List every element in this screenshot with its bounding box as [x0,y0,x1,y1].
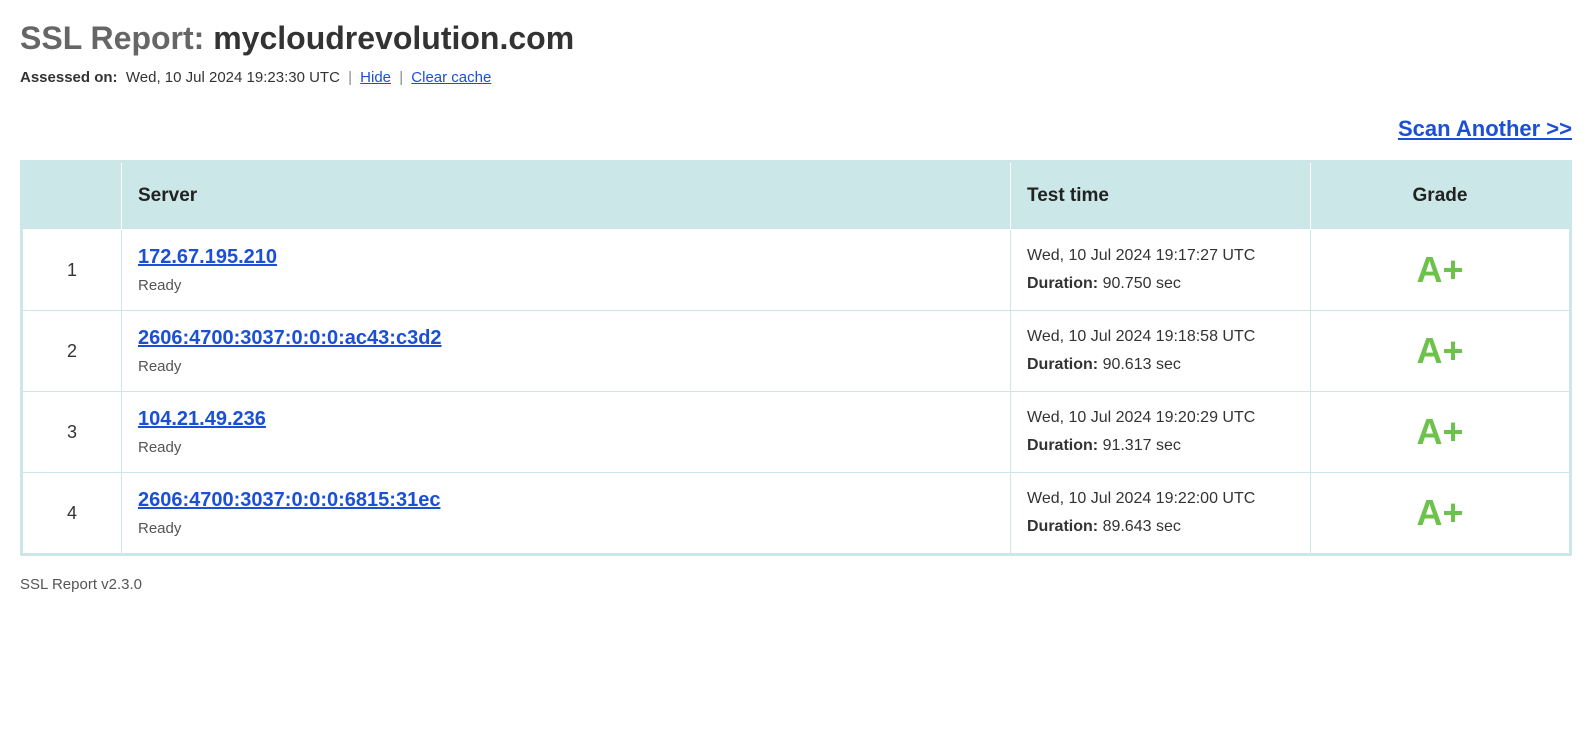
table-row: 4 2606:4700:3037:0:0:0:6815:31ec Ready Wed,… [22,473,1571,555]
duration-line: Duration: 89.643 sec [1027,518,1294,536]
grade-badge: A+ [1416,249,1463,290]
test-time-cell: Wed, 10 Jul 2024 19:20:29 UTC Duration: 9… [1011,392,1311,473]
server-link[interactable]: 104.21.49.236 [138,408,266,431]
grade-cell: A+ [1311,473,1571,555]
assessed-date: Wed, 10 Jul 2024 19:23:30 UTC [126,69,340,86]
grade-badge: A+ [1416,330,1463,371]
server-status: Ready [138,358,994,375]
test-time-cell: Wed, 10 Jul 2024 19:17:27 UTC Duration: 9… [1011,230,1311,311]
duration-label: Duration: [1027,356,1098,373]
test-time: Wed, 10 Jul 2024 19:18:58 UTC [1027,328,1294,346]
row-number: 4 [22,473,122,555]
col-header-test-time: Test time [1011,162,1311,230]
row-number: 2 [22,311,122,392]
separator: | [348,69,352,86]
server-cell: 104.21.49.236 Ready [122,392,1011,473]
table-row: 3 104.21.49.236 Ready Wed, 10 Jul 2024 19:2… [22,392,1571,473]
test-time-cell: Wed, 10 Jul 2024 19:18:58 UTC Duration: 9… [1011,311,1311,392]
server-link[interactable]: 2606:4700:3037:0:0:0:6815:31ec [138,489,440,512]
test-time-cell: Wed, 10 Jul 2024 19:22:00 UTC Duration: 8… [1011,473,1311,555]
footer-version: SSL Report v2.3.0 [20,576,1572,593]
col-header-server: Server [122,162,1011,230]
server-status: Ready [138,277,994,294]
scan-another-container: Scan Another >> [20,116,1572,142]
server-status: Ready [138,439,994,456]
table-header: Server Test time Grade [22,162,1571,230]
duration-value: 91.317 sec [1103,437,1181,454]
col-header-num [22,162,122,230]
col-header-grade: Grade [1311,162,1571,230]
server-cell: 2606:4700:3037:0:0:0:6815:31ec Ready [122,473,1011,555]
grade-cell: A+ [1311,230,1571,311]
duration-value: 89.643 sec [1103,518,1181,535]
server-status: Ready [138,520,994,537]
test-time: Wed, 10 Jul 2024 19:22:00 UTC [1027,490,1294,508]
duration-label: Duration: [1027,518,1098,535]
duration-line: Duration: 90.613 sec [1027,356,1294,374]
grade-cell: A+ [1311,392,1571,473]
duration-line: Duration: 91.317 sec [1027,437,1294,455]
test-time: Wed, 10 Jul 2024 19:17:27 UTC [1027,247,1294,265]
table-row: 1 172.67.195.210 Ready Wed, 10 Jul 2024 19:… [22,230,1571,311]
hide-link[interactable]: Hide [360,69,391,86]
row-number: 3 [22,392,122,473]
server-cell: 2606:4700:3037:0:0:0:ac43:c3d2 Ready [122,311,1011,392]
assessed-line: Assessed on: Wed, 10 Jul 2024 19:23:30 U… [20,69,1572,86]
test-time: Wed, 10 Jul 2024 19:20:29 UTC [1027,409,1294,427]
clear-cache-link[interactable]: Clear cache [411,69,491,86]
duration-label: Duration: [1027,275,1098,292]
page-title: SSL Report: mycloudrevolution.com [20,20,1572,57]
report-table: Server Test time Grade 1 172.67.195.210 Re… [20,160,1572,556]
scan-another-link[interactable]: Scan Another >> [1398,116,1572,141]
title-domain: mycloudrevolution.com [213,20,574,56]
separator: | [399,69,403,86]
table-body: 1 172.67.195.210 Ready Wed, 10 Jul 2024 19:… [22,230,1571,555]
grade-cell: A+ [1311,311,1571,392]
table-row: 2 2606:4700:3037:0:0:0:ac43:c3d2 Ready Wed,… [22,311,1571,392]
server-cell: 172.67.195.210 Ready [122,230,1011,311]
duration-label: Duration: [1027,437,1098,454]
grade-badge: A+ [1416,492,1463,533]
server-link[interactable]: 2606:4700:3037:0:0:0:ac43:c3d2 [138,327,442,350]
row-number: 1 [22,230,122,311]
duration-value: 90.750 sec [1103,275,1181,292]
server-link[interactable]: 172.67.195.210 [138,246,277,269]
duration-value: 90.613 sec [1103,356,1181,373]
duration-line: Duration: 90.750 sec [1027,275,1294,293]
assessed-label: Assessed on: [20,69,118,86]
grade-badge: A+ [1416,411,1463,452]
title-prefix: SSL Report: [20,20,213,56]
